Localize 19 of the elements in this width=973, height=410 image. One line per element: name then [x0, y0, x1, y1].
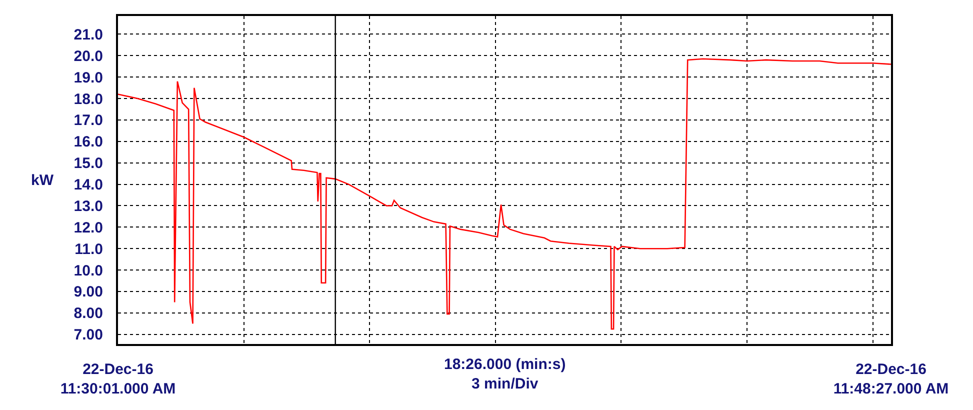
y-tick-label: 10.0 [74, 262, 103, 280]
y-tick-label: 13.0 [74, 198, 103, 215]
y-tick-label: 14.0 [74, 176, 103, 194]
y-tick-label: 19.0 [74, 69, 103, 86]
y-tick-label: 9.00 [74, 284, 103, 301]
y-tick-label: 18.0 [74, 90, 103, 108]
y-tick-label: 12.0 [74, 219, 103, 236]
y-tick-label: 20.0 [74, 48, 103, 65]
y-axis-title: kW [31, 172, 54, 189]
x-axis-title: 18:26.000 (min:s) 3 min/Div [444, 356, 566, 392]
x-tick-label: 22-Dec-16 11:30:01.000 AM [60, 361, 176, 398]
y-tick-label: 8.00 [74, 305, 103, 322]
y-tick-label: 7.00 [74, 326, 103, 344]
y-tick-label: 17.0 [74, 112, 103, 130]
x-tick-label: 22-Dec-16 11:48:27.000 AM [833, 361, 949, 398]
y-tick-label: 16.0 [74, 134, 103, 151]
y-tick-label: 21.0 [74, 26, 103, 44]
y-tick-label: 11.0 [74, 240, 103, 258]
y-tick-label: 15.0 [74, 155, 103, 172]
